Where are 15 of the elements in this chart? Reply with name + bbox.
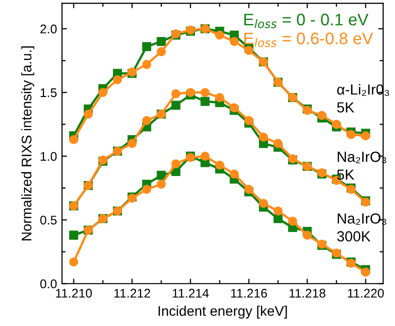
x-axis-title: Incident energy [keV] bbox=[158, 306, 287, 319]
y-axis-title: Normalized RIXS intensity [a.u.] bbox=[21, 46, 34, 240]
x-tick-label: 11.214 bbox=[172, 288, 209, 298]
y-tick-label: 0.5 bbox=[40, 216, 57, 225]
y-tick-label: 0.0 bbox=[40, 279, 57, 288]
x-tick-label: 11.216 bbox=[231, 288, 267, 298]
series-label: E$_{loss}$ = 0.6-0.8 eV bbox=[244, 32, 374, 48]
series-label: E$_{loss}$ = 0 - 0.1 eV bbox=[244, 14, 368, 28]
x-tick-label: 11.220 bbox=[348, 288, 384, 298]
x-tick-label: 11.212 bbox=[114, 288, 150, 298]
y-tick-label: 2.0 bbox=[40, 24, 57, 34]
y-tick-label: 1.5 bbox=[40, 88, 57, 98]
x-tick-label: 11.210 bbox=[56, 288, 92, 298]
x-tick-label: 11.218 bbox=[290, 288, 326, 298]
y-tick-label: 1.0 bbox=[40, 152, 57, 161]
